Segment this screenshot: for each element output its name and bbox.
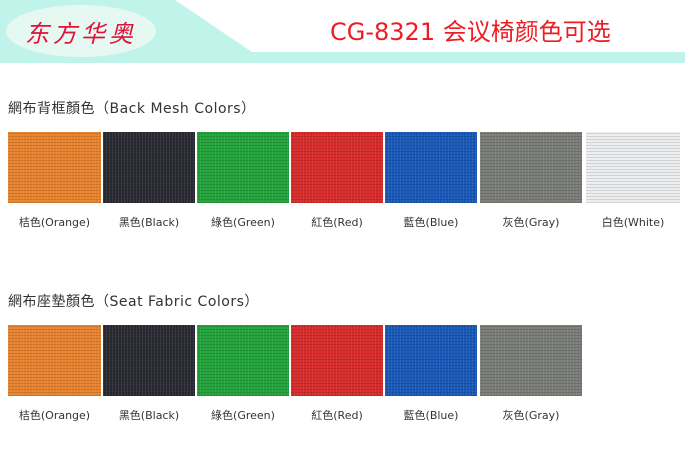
swatch-label: 黑色(Black) xyxy=(118,216,180,229)
swatch-label: 綠色(Green) xyxy=(211,409,275,422)
color-swatch xyxy=(586,132,680,203)
color-swatch xyxy=(385,325,477,396)
color-swatch xyxy=(197,325,289,396)
page-title: CG-8321 会议椅颜色可选 xyxy=(330,18,611,46)
swatch-label: 紅色(Red) xyxy=(311,216,363,229)
swatch-label: 黑色(Black) xyxy=(118,409,180,422)
swatch-label: 桔色(Orange) xyxy=(18,409,91,422)
swatch-label: 桔色(Orange) xyxy=(18,216,91,229)
swatch-label: 藍色(Blue) xyxy=(403,216,459,229)
back-mesh-heading: 網布背框顏色（Back Mesh Colors） xyxy=(8,101,256,117)
color-swatch xyxy=(8,325,101,396)
color-swatch xyxy=(385,132,477,203)
color-swatch xyxy=(291,132,383,203)
swatch-label: 白色(White) xyxy=(601,216,665,229)
swatch-label: 藍色(Blue) xyxy=(403,409,459,422)
color-swatch xyxy=(480,132,582,203)
swatch-label: 綠色(Green) xyxy=(211,216,275,229)
color-swatch xyxy=(291,325,383,396)
brand-logo: 东方华奥 xyxy=(6,5,156,57)
header-diagonal xyxy=(175,0,685,52)
swatch-label: 灰色(Gray) xyxy=(502,409,560,422)
swatch-label: 紅色(Red) xyxy=(311,409,363,422)
color-swatch xyxy=(103,325,195,396)
color-swatch xyxy=(197,132,289,203)
swatch-label: 灰色(Gray) xyxy=(502,216,560,229)
color-swatch xyxy=(480,325,582,396)
color-swatch xyxy=(103,132,195,203)
seat-fabric-heading: 網布座墊顏色（Seat Fabric Colors） xyxy=(8,294,259,310)
color-swatch xyxy=(8,132,101,203)
